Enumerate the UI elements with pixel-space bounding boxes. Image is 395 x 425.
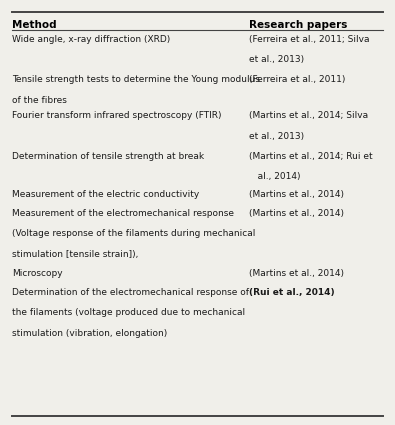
Text: et al., 2013): et al., 2013) [249, 132, 304, 141]
Text: et al., 2013): et al., 2013) [249, 55, 304, 64]
Text: (Martins et al., 2014): (Martins et al., 2014) [249, 269, 344, 278]
Text: stimulation [tensile strain]),: stimulation [tensile strain]), [12, 250, 138, 259]
Text: Determination of tensile strength at break: Determination of tensile strength at bre… [12, 152, 204, 161]
Text: Research papers: Research papers [249, 20, 347, 30]
Text: Measurement of the electromechanical response: Measurement of the electromechanical res… [12, 209, 234, 218]
Text: Method: Method [12, 20, 56, 30]
Text: (Ferreira et al., 2011; Silva: (Ferreira et al., 2011; Silva [249, 35, 369, 44]
Text: (Martins et al., 2014): (Martins et al., 2014) [249, 190, 344, 199]
Text: (Rui et al., 2014): (Rui et al., 2014) [249, 288, 335, 297]
Text: al., 2014): al., 2014) [249, 172, 300, 181]
Text: Fourier transform infrared spectroscopy (FTIR): Fourier transform infrared spectroscopy … [12, 111, 221, 120]
Text: (Ferreira et al., 2011): (Ferreira et al., 2011) [249, 75, 345, 84]
Text: Determination of the electromechanical response of: Determination of the electromechanical r… [12, 288, 249, 297]
Text: of the fibres: of the fibres [12, 96, 67, 105]
Text: stimulation (vibration, elongation): stimulation (vibration, elongation) [12, 329, 167, 337]
Text: Tensile strength tests to determine the Young modulus: Tensile strength tests to determine the … [12, 75, 260, 84]
Text: Wide angle, x-ray diffraction (XRD): Wide angle, x-ray diffraction (XRD) [12, 35, 170, 44]
Text: (Voltage response of the filaments during mechanical: (Voltage response of the filaments durin… [12, 230, 255, 238]
Text: Measurement of the electric conductivity: Measurement of the electric conductivity [12, 190, 199, 199]
Text: Microscopy: Microscopy [12, 269, 62, 278]
Text: (Martins et al., 2014; Silva: (Martins et al., 2014; Silva [249, 111, 368, 120]
Text: the filaments (voltage produced due to mechanical: the filaments (voltage produced due to m… [12, 308, 245, 317]
Text: (Martins et al., 2014; Rui et: (Martins et al., 2014; Rui et [249, 152, 372, 161]
Text: (Martins et al., 2014): (Martins et al., 2014) [249, 209, 344, 218]
